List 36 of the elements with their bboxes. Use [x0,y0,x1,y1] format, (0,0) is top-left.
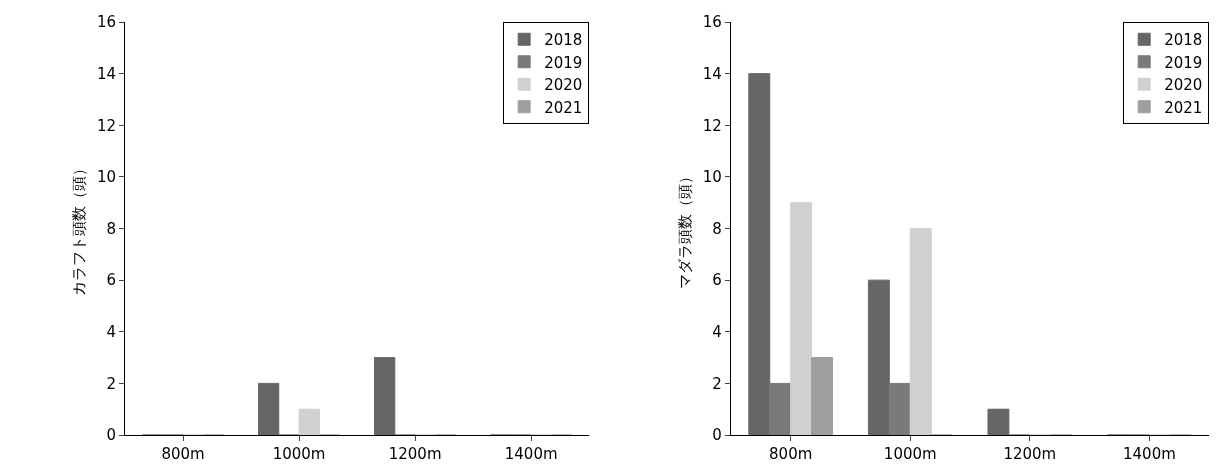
y-tick-label: 2 [106,374,117,393]
y-tick-label: 0 [712,426,722,445]
legend-label: 2018 [544,31,583,50]
y-tick-label: 12 [702,116,722,135]
y-tick-label: 2 [712,374,722,393]
y-tick-label: 16 [702,13,722,32]
x-tick-label: 1400m [504,445,558,463]
y-tick-label: 6 [712,271,722,290]
y-tick-label: 8 [106,219,117,238]
legend-label: 2021 [544,98,583,117]
y-tick-label: 10 [702,168,722,187]
x-tick-label: 1000m [272,445,326,463]
x-tick-label: 1400m [1123,445,1176,463]
legend-label: 2020 [544,76,583,95]
y-axis-title: マダラ頭数（頭） [676,168,695,289]
y-axis-title: カラフト頭数（頭） [70,161,89,296]
y-tick-label: 14 [702,64,722,83]
legend-label: 2021 [1164,98,1203,117]
y-tick-label: 6 [106,271,117,290]
legend-label: 2019 [544,53,583,72]
y-tick-label: 8 [712,219,722,238]
x-tick-label: 800m [769,445,813,463]
y-tick-label: 10 [96,168,117,187]
x-tick-label: 1200m [388,445,442,463]
y-tick-label: 12 [96,116,117,135]
legend-label: 2020 [1164,76,1203,95]
x-tick-label: 1200m [1003,445,1057,463]
legend-label: 2019 [1164,53,1203,72]
y-tick-label: 14 [96,64,117,83]
legend-label: 2018 [1164,31,1203,50]
y-tick-label: 4 [106,323,117,341]
y-tick-label: 4 [712,323,722,341]
x-tick-label: 800m [161,445,205,463]
x-tick-label: 1000m [883,445,937,463]
y-tick-label: 16 [96,13,117,32]
y-tick-label: 0 [106,426,117,445]
